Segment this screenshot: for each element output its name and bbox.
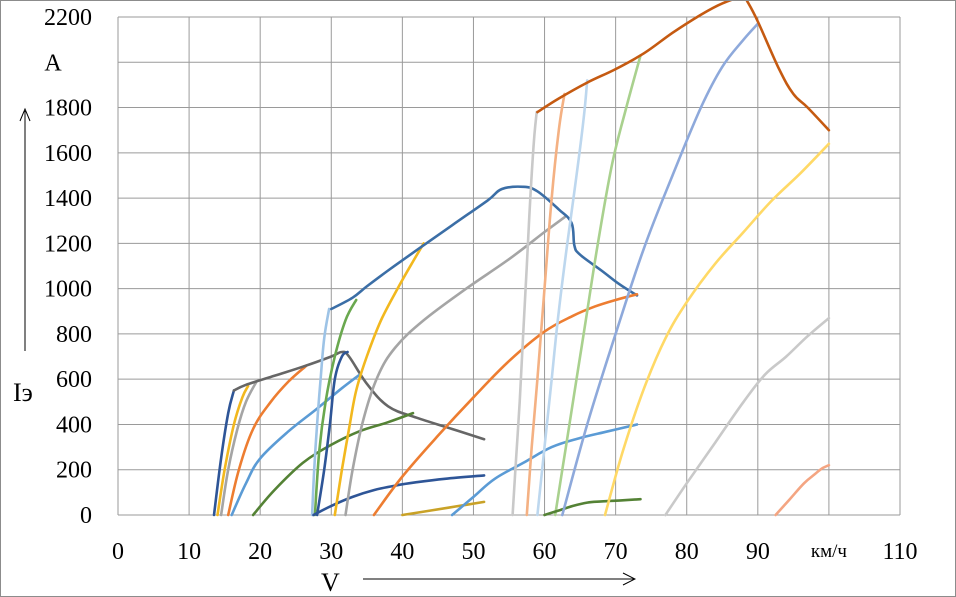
series-line [536,79,589,517]
y-tick-label: 1800 [44,96,92,122]
series-line [315,350,349,517]
series-line [543,497,642,517]
series-line [312,474,486,517]
x-tick-label: 90 [746,539,770,565]
series-line [372,293,639,517]
x-tick-label: 110 [882,539,917,565]
y-tick-label: 2200 [44,5,92,31]
series-line [251,411,415,517]
y-tick-label: 400 [56,412,92,438]
y-tick-label: 600 [56,367,92,393]
y-tick-label: 1400 [44,186,92,212]
series-lines [212,1,831,517]
y-tick-label: 0 [80,503,92,529]
x-tick-label: 70 [604,539,628,565]
series-line [310,307,331,517]
series-line [226,364,308,517]
x-tick-label: 40 [390,539,414,565]
y-tick-label: 800 [56,322,92,348]
series-line [216,384,250,517]
x-tick-label: 10 [177,539,201,565]
series-line [664,316,831,517]
series-line [219,380,258,517]
series-line [603,142,831,517]
series-line [212,389,236,517]
x-tick-label: 0 [112,539,124,565]
series-line [774,463,831,517]
x-tick-label: 60 [533,539,557,565]
series-line [401,500,486,517]
x-tick-label: 30 [319,539,343,565]
x-axis-label: V [321,568,340,596]
series-line [561,22,760,517]
y-axis-arrow-head [19,107,31,122]
x-tick-label: 20 [248,539,272,565]
y-axis-label: Iэ [13,378,33,407]
axis-labels: Iэ V [13,107,637,596]
x-tick-label: 80 [675,539,699,565]
x-axis-arrow-head [622,572,637,586]
series-line [525,92,566,517]
y-tick-label: A [44,50,62,76]
x-tick-label: 50 [461,539,485,565]
y-tick-label: 1000 [44,277,92,303]
series-line [536,1,831,132]
series-line [511,110,538,517]
series-line [553,54,642,517]
y-tick-label: 1200 [44,231,92,257]
y-tick-label: 200 [56,458,92,484]
series-line [230,373,361,517]
tick-labels: 0 10 20 30 40 50 60 70 80 90 км/ч 110 0 200 400 600 800 1… [44,5,918,565]
series-line [450,423,639,517]
series-line [330,185,639,311]
series-line [333,242,425,517]
y-tick-label: 1600 [44,141,92,167]
series-line [313,298,358,517]
x-tick-label: км/ч [811,541,848,562]
